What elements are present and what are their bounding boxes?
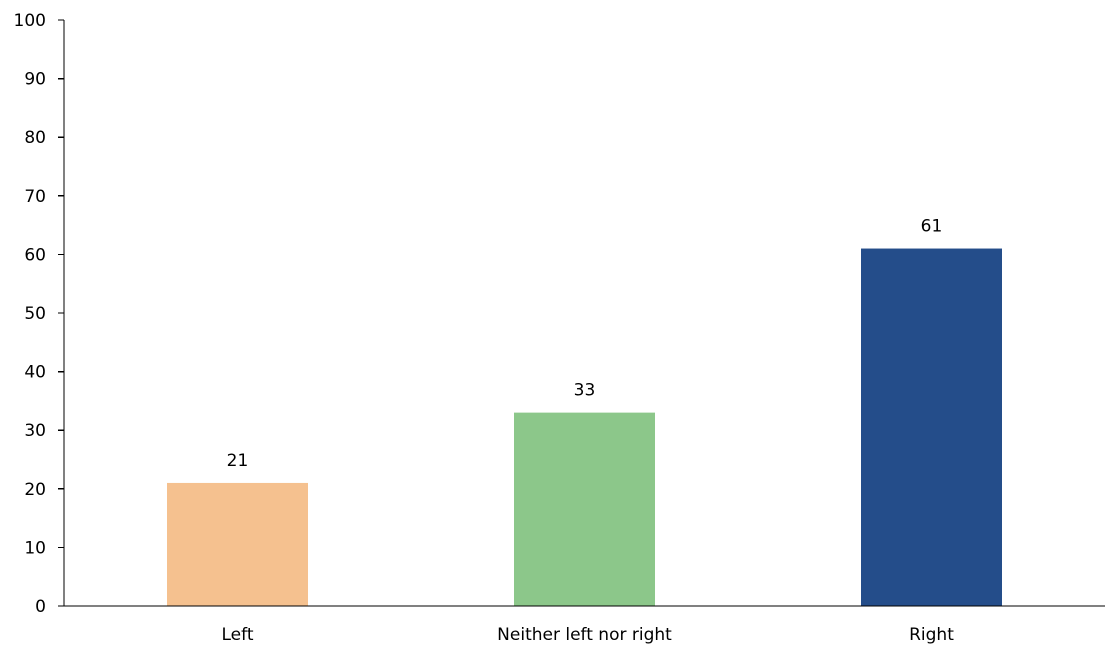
data-label: 21 bbox=[227, 451, 249, 471]
y-tick-label: 10 bbox=[24, 538, 46, 558]
x-category-label: Right bbox=[909, 625, 954, 645]
y-tick-label: 50 bbox=[24, 304, 46, 324]
y-tick-label: 20 bbox=[24, 480, 46, 500]
y-tick-label: 40 bbox=[24, 363, 46, 383]
bar bbox=[514, 412, 655, 606]
y-tick-label: 100 bbox=[14, 11, 46, 31]
bar bbox=[167, 482, 308, 606]
y-tick-label: 80 bbox=[24, 128, 46, 148]
x-category-label: Left bbox=[222, 625, 254, 645]
bars bbox=[167, 248, 1002, 607]
y-tick-label: 60 bbox=[24, 245, 46, 265]
y-tick-label: 0 bbox=[35, 597, 46, 617]
data-label: 61 bbox=[921, 217, 943, 237]
data-label: 33 bbox=[574, 381, 596, 401]
bar bbox=[861, 248, 1002, 607]
y-tick-label: 30 bbox=[24, 421, 46, 441]
data-labels: 21 33 61 bbox=[227, 217, 943, 471]
x-axis-labels: Left Neither left nor right Right bbox=[222, 625, 955, 645]
y-tick-label: 90 bbox=[24, 70, 46, 90]
y-axis-ticks: 0 10 20 30 40 50 60 70 80 90 100 bbox=[14, 11, 64, 617]
y-tick-label: 70 bbox=[24, 187, 46, 207]
x-category-label: Neither left nor right bbox=[497, 625, 672, 645]
